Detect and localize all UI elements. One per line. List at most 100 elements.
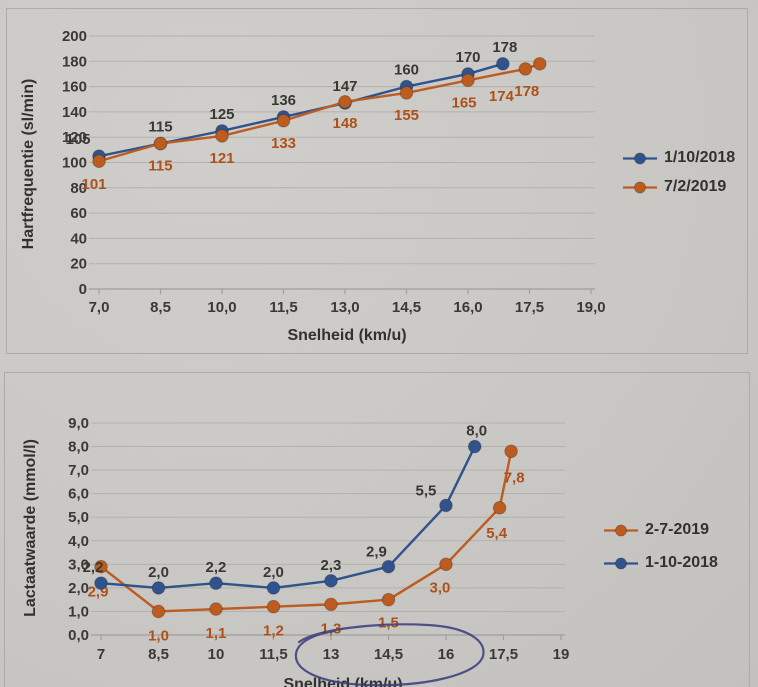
data-label: 121 xyxy=(209,150,234,167)
data-point xyxy=(504,444,518,459)
data-point xyxy=(94,576,108,590)
legend-label: 1-10-2018 xyxy=(645,554,718,571)
data-label: 170 xyxy=(455,49,480,66)
data-label: 178 xyxy=(514,83,539,100)
x-axis-title: Snelheid (km/u) xyxy=(287,327,407,344)
y-tick-label: 4,0 xyxy=(68,533,89,550)
data-point xyxy=(518,62,533,76)
data-point xyxy=(276,113,291,128)
x-tick-label: 13 xyxy=(323,646,340,663)
y-tick-label: 8,0 xyxy=(68,439,89,456)
data-label: 174 xyxy=(489,88,515,105)
legend-marker-dot xyxy=(634,152,646,164)
legend-item: 1/10/2018 xyxy=(623,149,735,167)
data-point xyxy=(338,94,352,109)
y-tick-label: 60 xyxy=(70,205,87,222)
legend: 1/10/2018 7/2/2019 xyxy=(623,149,735,196)
data-label: 105 xyxy=(65,131,90,148)
legend-item: 2-7-2019 xyxy=(604,521,718,539)
data-point xyxy=(94,559,108,574)
data-point xyxy=(266,581,281,595)
data-label: 160 xyxy=(394,62,419,79)
y-tick-label: 2,0 xyxy=(68,580,89,597)
data-label: 1,0 xyxy=(148,627,169,644)
y-tick-label: 0,0 xyxy=(68,627,89,644)
x-tick-label: 19 xyxy=(553,646,570,663)
data-point xyxy=(381,592,396,607)
data-label: 1,1 xyxy=(206,625,227,642)
lactate-chart-box: 0,0 1,0 2,0 3,0 4,0 5,0 6,0 7,0 8,0 9,0 7 8,5 10 11,5… xyxy=(4,372,750,687)
y-tick-label: 20 xyxy=(70,256,87,273)
y-tick-label: 140 xyxy=(62,104,87,121)
data-point xyxy=(151,581,166,595)
heart-rate-chart-box: 0 20 40 60 80 100 120 140 160 180 200 7,0 8,5 10,0 11,… xyxy=(6,8,748,354)
data-label: 2,0 xyxy=(148,564,169,581)
y-axis-title: Lactaatwaarde (mmol/l) xyxy=(22,439,39,617)
legend-label: 1/10/2018 xyxy=(664,149,736,166)
x-tick-label: 7 xyxy=(97,646,105,663)
x-tick-label: 16 xyxy=(438,646,455,663)
data-label: 2,3 xyxy=(321,557,342,574)
data-point xyxy=(324,574,338,588)
legend-marker-icon xyxy=(604,524,638,536)
legend-marker-dot xyxy=(615,524,627,536)
data-point xyxy=(324,597,338,612)
data-label: 2,2 xyxy=(206,559,227,576)
x-tick-label: 7,0 xyxy=(89,299,110,316)
data-label: 8,0 xyxy=(466,423,487,440)
data-point xyxy=(439,557,453,572)
data-label: 5,5 xyxy=(416,482,437,499)
data-label: 5,4 xyxy=(486,525,508,542)
x-axis-title: Snelheid (km/u) xyxy=(283,676,403,687)
y-tick-label: 0 xyxy=(79,281,87,298)
data-label: 155 xyxy=(394,107,419,124)
heart-rate-plot: 0 20 40 60 80 100 120 140 160 180 200 7,0 8,5 10,0 11,… xyxy=(62,28,606,316)
data-label: 165 xyxy=(451,94,476,111)
data-label: 1,2 xyxy=(263,623,284,640)
data-point xyxy=(532,57,547,71)
x-tick-label: 10,0 xyxy=(207,299,236,316)
data-label: 2,0 xyxy=(263,564,284,581)
data-label: 1,3 xyxy=(321,620,342,637)
y-tick-label: 100 xyxy=(62,155,87,172)
data-point xyxy=(439,498,453,513)
data-point xyxy=(209,576,223,590)
y-tick-label: 40 xyxy=(70,230,87,247)
x-tick-label: 19,0 xyxy=(576,299,605,316)
series-line xyxy=(100,446,476,590)
data-point xyxy=(461,73,475,88)
data-label: 147 xyxy=(332,78,357,95)
legend-marker-icon xyxy=(623,152,657,164)
legend-label: 2-7-2019 xyxy=(645,521,710,538)
data-label: 1,5 xyxy=(378,615,399,632)
data-point xyxy=(215,129,229,143)
x-tick-label: 14,5 xyxy=(392,299,421,316)
data-label: 3,0 xyxy=(430,579,451,596)
legend-item: 1-10-2018 xyxy=(604,554,718,572)
legend-marker-icon xyxy=(623,181,657,193)
y-tick-label: 200 xyxy=(62,28,87,45)
x-tick-label: 14,5 xyxy=(374,646,403,663)
x-tick-label: 11,5 xyxy=(259,646,287,663)
data-point xyxy=(381,559,396,574)
data-label: 133 xyxy=(271,135,296,152)
data-point xyxy=(467,439,482,454)
x-tick-label: 17,5 xyxy=(489,646,518,663)
y-tick-label: 160 xyxy=(62,79,87,96)
data-label: 101 xyxy=(81,176,106,193)
legend: 2-7-2019 1-10-2018 xyxy=(604,521,718,572)
legend-marker-dot xyxy=(634,181,646,193)
data-label: 2,9 xyxy=(366,544,387,561)
data-label: 2,2 xyxy=(83,559,104,576)
x-tick-label: 8,5 xyxy=(150,299,171,316)
data-label: 136 xyxy=(271,92,296,109)
y-axis-title: Hartfrequentie (sl/min) xyxy=(20,78,37,250)
x-tick-label: 13,0 xyxy=(330,299,359,316)
data-point xyxy=(92,154,106,169)
legend-item: 7/2/2019 xyxy=(623,178,735,196)
data-point xyxy=(399,86,414,100)
data-point xyxy=(153,136,168,151)
y-tick-label: 80 xyxy=(70,180,87,197)
y-tick-label: 180 xyxy=(62,53,87,70)
